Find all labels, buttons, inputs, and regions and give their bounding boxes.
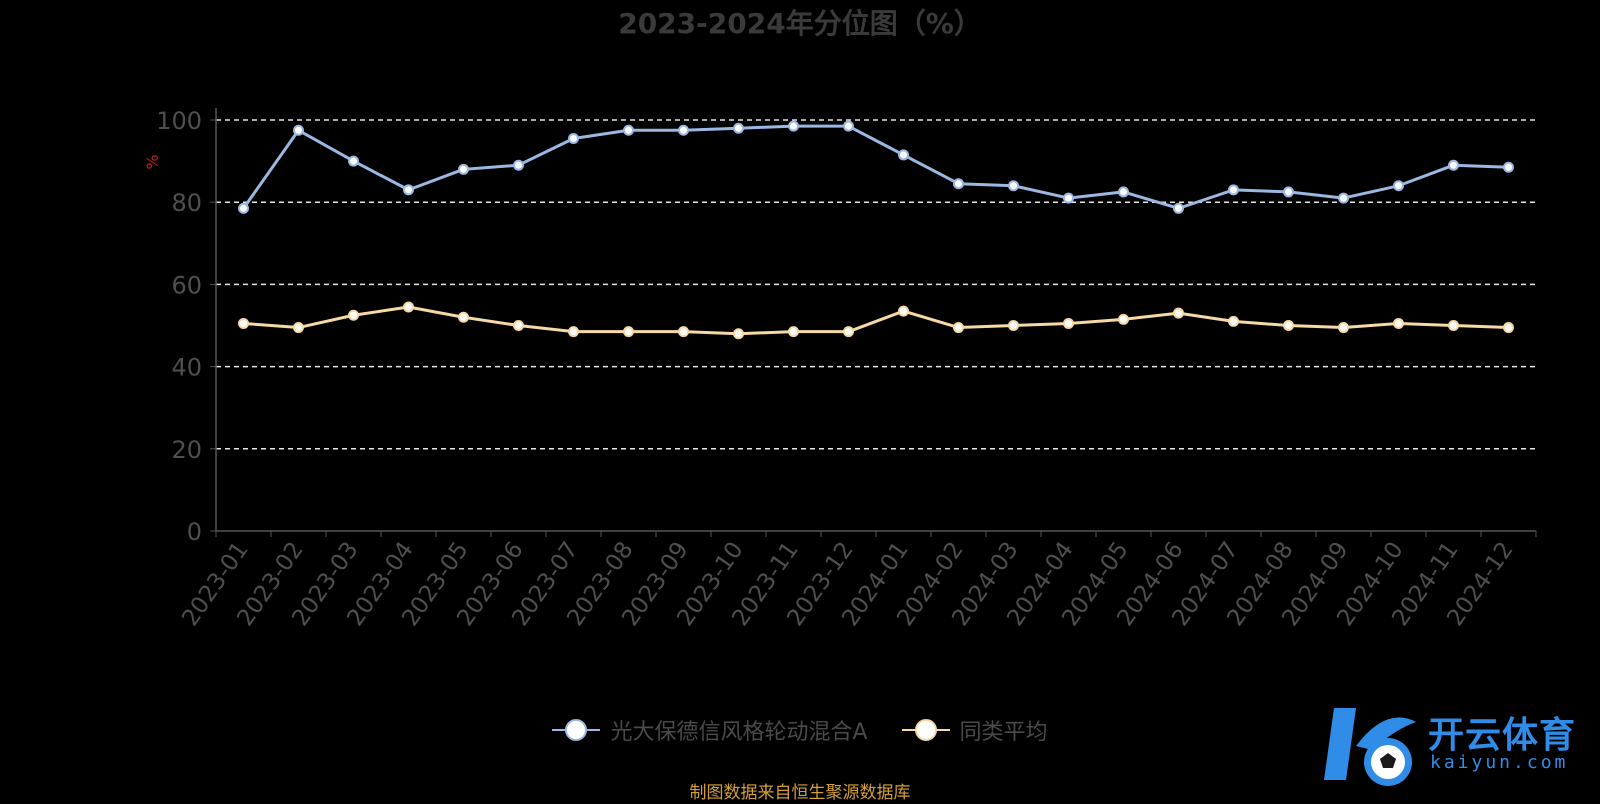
data-point-s1-2024-07 — [1228, 315, 1239, 327]
data-point-s0-2023-07 — [568, 132, 579, 144]
data-point-s1-2024-02 — [953, 322, 964, 334]
watermark-brand-text: 开云体育 — [1428, 715, 1577, 756]
data-point-s0-2024-10 — [1393, 180, 1404, 192]
data-point-s1-2023-01 — [238, 317, 249, 329]
data-point-s0-2023-01 — [238, 202, 249, 214]
data-point-s0-2023-03 — [348, 155, 359, 167]
legend-item-category-average[interactable]: 同类平均 — [901, 714, 1048, 746]
data-point-s1-2024-06 — [1173, 307, 1184, 319]
y-tick-label-60: 60 — [171, 271, 202, 299]
y-tick-label-80: 80 — [171, 189, 202, 217]
series-line-1 — [243, 305, 1509, 336]
data-point-s0-2024-04 — [1063, 192, 1074, 204]
y-tick-labels: 0 20 40 60 80 100 — [156, 107, 202, 546]
data-point-s1-2023-09 — [678, 326, 689, 338]
data-point-s1-2023-05 — [458, 311, 469, 323]
legend-swatch-fund — [552, 718, 601, 742]
data-point-s1-2024-01 — [898, 305, 909, 317]
data-point-s1-2023-02 — [293, 322, 304, 334]
y-axis-label: % — [143, 154, 162, 169]
data-point-s1-2023-04 — [403, 301, 414, 313]
data-point-s0-2023-05 — [458, 163, 469, 175]
legend: 光大保德信风格轮动混合A 同类平均 — [0, 714, 1600, 746]
data-point-s0-2024-05 — [1118, 186, 1129, 198]
data-point-s0-2023-02 — [293, 124, 304, 136]
data-point-s1-2024-10 — [1393, 317, 1404, 329]
kaiyun-logo-icon — [1324, 708, 1416, 786]
data-point-s0-2024-07 — [1228, 184, 1239, 196]
data-point-s1-2023-06 — [513, 320, 524, 331]
legend-item-fund[interactable]: 光大保德信风格轮动混合A — [552, 714, 868, 746]
data-point-s1-2023-03 — [348, 309, 359, 321]
data-point-s0-2023-06 — [513, 159, 524, 171]
data-point-s0-2024-01 — [898, 149, 909, 161]
chart-title: 2023-2024年分位图（%） — [618, 7, 982, 40]
legend-swatch-category-average — [901, 718, 950, 742]
y-tick-label-0: 0 — [187, 518, 202, 546]
legend-label-category-average: 同类平均 — [959, 720, 1048, 745]
data-point-s1-2024-11 — [1448, 320, 1459, 331]
data-point-s0-2023-08 — [623, 124, 634, 136]
data-point-s0-2024-02 — [953, 178, 964, 190]
data-point-s0-2023-12 — [843, 120, 854, 132]
data-point-s1-2024-04 — [1063, 317, 1074, 329]
y-tick-label-20: 20 — [171, 436, 202, 464]
data-point-s0-2024-08 — [1283, 186, 1294, 198]
data-point-s0-2023-11 — [788, 120, 799, 132]
legend-label-fund: 光大保德信风格轮动混合A — [610, 720, 868, 745]
data-point-s0-2023-09 — [678, 124, 689, 136]
data-point-s1-2023-11 — [788, 326, 799, 338]
data-point-s0-2024-09 — [1338, 192, 1349, 204]
data-point-s1-2024-09 — [1338, 322, 1349, 334]
data-point-s1-2023-08 — [623, 326, 634, 338]
y-tick-label-40: 40 — [171, 354, 202, 382]
data-point-s0-2023-04 — [403, 184, 414, 196]
source-note: 制图数据来自恒生聚源数据库 — [689, 783, 911, 803]
watermark-logo: 开云体育 kaiyun.com — [1316, 700, 1600, 800]
legend-marker-fund — [565, 719, 588, 741]
data-point-s0-2024-11 — [1448, 159, 1459, 171]
axes — [210, 108, 1537, 537]
y-tick-label-100: 100 — [156, 107, 202, 135]
series-line-0 — [242, 124, 1509, 210]
grid-lines — [216, 119, 1536, 450]
data-point-s0-2024-03 — [1008, 180, 1019, 192]
data-point-s1-2023-12 — [843, 326, 854, 338]
data-point-s0-2024-12 — [1503, 161, 1514, 173]
data-point-s1-2023-10 — [733, 328, 744, 340]
data-point-s1-2024-12 — [1503, 322, 1514, 334]
data-point-s1-2024-08 — [1283, 320, 1294, 331]
x-tick-labels: 2023-012023-022023-032023-042023-052023-… — [177, 537, 1518, 631]
legend-marker-category-average — [914, 719, 937, 741]
data-point-s1-2024-05 — [1118, 313, 1129, 325]
series-group — [238, 120, 1514, 340]
data-point-s1-2023-07 — [568, 326, 579, 338]
data-point-s0-2023-10 — [733, 122, 744, 134]
data-point-s1-2024-03 — [1008, 320, 1019, 331]
watermark-domain-text: kaiyun.com — [1430, 752, 1569, 773]
data-point-s0-2024-06 — [1173, 202, 1184, 214]
